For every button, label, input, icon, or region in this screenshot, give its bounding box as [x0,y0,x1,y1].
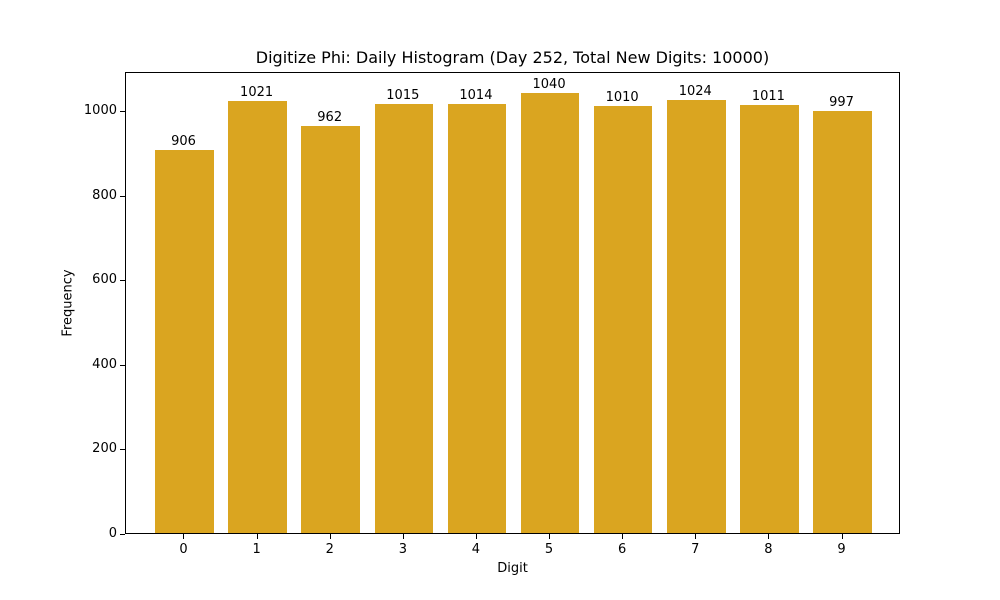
bar-value-label: 1021 [240,85,274,101]
y-tick [120,364,125,366]
x-tick [183,534,185,539]
bar-value-label: 1024 [678,83,712,99]
x-tick [622,534,624,539]
bar-digit-8 [740,105,799,533]
y-tick [120,449,125,451]
x-tick-label: 4 [471,542,481,557]
y-tick-label: 400 [92,356,117,372]
x-tick-label: 1 [252,542,261,557]
y-tick [120,110,125,112]
bar-value-label: 1015 [386,87,420,103]
x-tick-label: 2 [325,542,334,557]
bar-digit-2 [301,126,360,533]
y-tick-label: 600 [92,272,117,288]
x-tick-label: 5 [544,542,554,557]
x-tick-label: 8 [764,542,773,557]
x-tick-label: 7 [691,542,700,557]
x-axis-label: Digit [497,561,528,576]
bar-value-label: 1014 [459,88,493,103]
x-tick-label: 0 [179,542,188,557]
bar-digit-1 [228,101,287,533]
chart-title: Digitize Phi: Daily Histogram (Day 252, … [255,48,770,67]
bar-value-label: 1040 [532,77,566,92]
y-axis-label: Frequency [60,269,76,337]
y-tick-label: 200 [92,441,117,457]
bar-digit-5 [520,93,580,533]
y-tick-label: 0 [108,526,117,541]
bar-digit-3 [374,103,434,533]
x-tick [329,534,331,539]
x-tick [549,534,551,539]
bar-digit-0 [155,149,214,533]
x-tick [475,534,477,539]
x-tick [841,534,843,539]
bar-value-label: 1010 [605,89,639,105]
x-tick-label: 3 [398,542,407,557]
bar-digit-9 [813,111,872,533]
bar-value-label: 1011 [751,89,785,105]
x-tick [768,534,770,539]
y-tick-label: 1000 [83,102,117,118]
y-tick [120,534,125,535]
bar-value-label: 997 [829,95,854,111]
x-tick-label: 6 [618,542,627,557]
bar-value-label: 962 [317,110,343,125]
bar-digit-6 [593,105,653,533]
bar-digit-4 [447,104,507,533]
plot-area [125,72,900,534]
x-tick-label: 9 [837,542,846,557]
y-tick [120,195,125,197]
x-tick [695,534,697,539]
y-tick [120,280,125,282]
x-tick [402,534,404,539]
bar-value-label: 906 [171,133,196,149]
x-tick [256,534,258,539]
y-tick-label: 800 [92,187,117,203]
bar-digit-7 [667,99,726,533]
